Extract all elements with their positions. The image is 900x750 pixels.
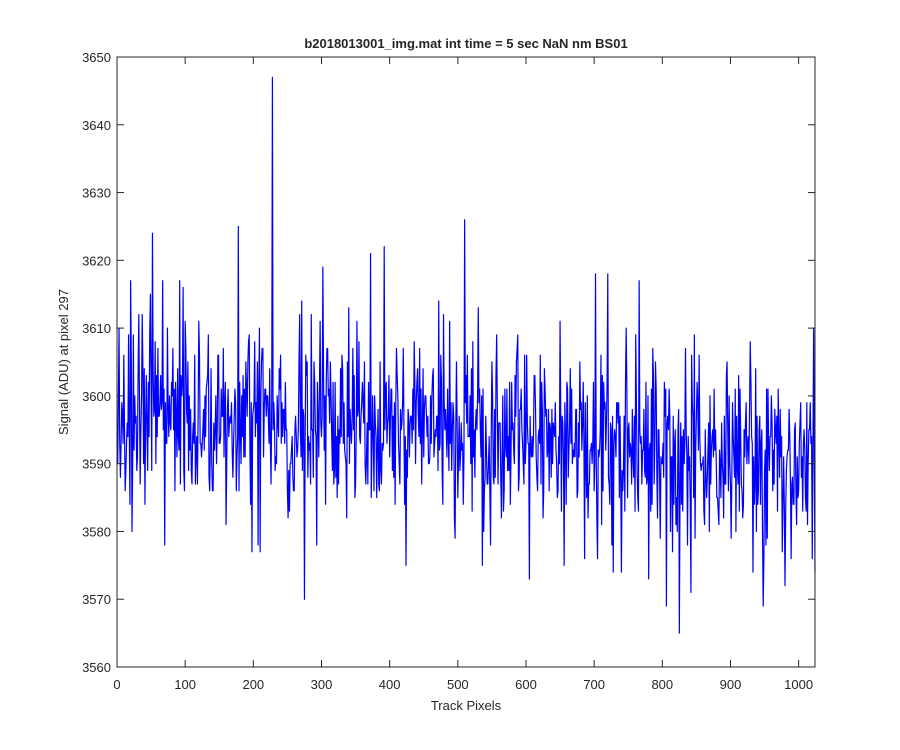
y-tick-label: 3590 (82, 457, 111, 472)
y-tick-label: 3600 (82, 389, 111, 404)
y-tick-label: 3580 (82, 524, 111, 539)
x-tick-label: 500 (447, 677, 469, 692)
chart-title: b2018013001_img.mat int time = 5 sec NaN… (304, 36, 627, 51)
y-tick-label: 3630 (82, 186, 111, 201)
y-tick-label: 3570 (82, 592, 111, 607)
x-tick-label: 0 (113, 677, 120, 692)
y-axis-label: Signal (ADU) at pixel 297 (56, 289, 71, 435)
y-tick-label: 3620 (82, 253, 111, 268)
x-tick-label: 400 (379, 677, 401, 692)
y-tick-label: 3650 (82, 50, 111, 65)
series-layer (117, 76, 816, 634)
y-tick-label: 3560 (82, 660, 111, 675)
x-axis-ticks: 0 100 200 300 400 500 600 700 800 900 1000 (113, 57, 813, 692)
x-tick-label: 700 (583, 677, 605, 692)
x-axis-label: Track Pixels (431, 698, 502, 713)
x-tick-label: 800 (651, 677, 673, 692)
x-tick-label: 300 (311, 677, 333, 692)
y-tick-label: 3640 (82, 118, 111, 133)
y-tick-label: 3610 (82, 321, 111, 336)
x-tick-label: 600 (515, 677, 537, 692)
axes-box (116, 56, 816, 668)
x-tick-label: 200 (242, 677, 264, 692)
plot-area (116, 56, 816, 668)
y-axis-ticks: 3560 3570 3580 3590 3600 3610 3620 3630 3640 3650 (82, 50, 815, 675)
x-tick-label: 1000 (784, 677, 813, 692)
x-tick-label: 100 (174, 677, 196, 692)
axes-background (117, 57, 815, 667)
x-tick-label: 900 (720, 677, 742, 692)
series-line (117, 76, 816, 634)
